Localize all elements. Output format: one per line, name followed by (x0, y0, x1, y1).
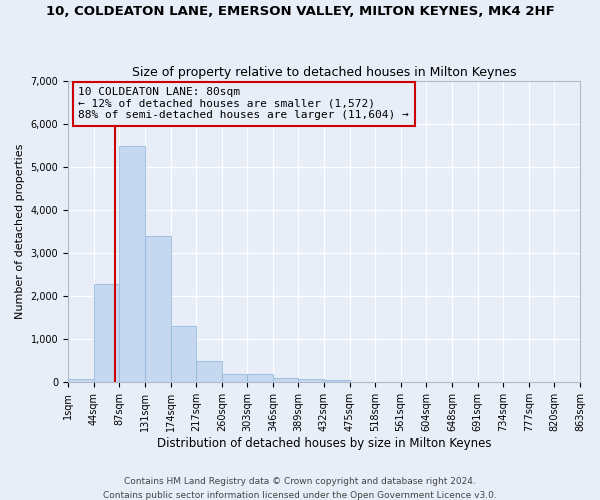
Y-axis label: Number of detached properties: Number of detached properties (15, 144, 25, 320)
Bar (324, 380, 350, 382)
Bar (247, 374, 273, 382)
Bar (222, 374, 247, 382)
Bar (171, 326, 196, 382)
Bar (68, 379, 94, 382)
Title: Size of property relative to detached houses in Milton Keynes: Size of property relative to detached ho… (132, 66, 516, 78)
Bar (196, 361, 222, 382)
X-axis label: Distribution of detached houses by size in Milton Keynes: Distribution of detached houses by size … (157, 437, 491, 450)
Bar (94, 284, 119, 382)
Text: Contains HM Land Registry data © Crown copyright and database right 2024.
Contai: Contains HM Land Registry data © Crown c… (103, 478, 497, 500)
Text: 10, COLDEATON LANE, EMERSON VALLEY, MILTON KEYNES, MK4 2HF: 10, COLDEATON LANE, EMERSON VALLEY, MILT… (46, 5, 554, 18)
Bar (145, 236, 171, 382)
Bar (273, 378, 298, 382)
Bar (119, 146, 145, 382)
Bar (298, 379, 324, 382)
Text: 10 COLDEATON LANE: 80sqm
← 12% of detached houses are smaller (1,572)
88% of sem: 10 COLDEATON LANE: 80sqm ← 12% of detach… (78, 87, 409, 120)
